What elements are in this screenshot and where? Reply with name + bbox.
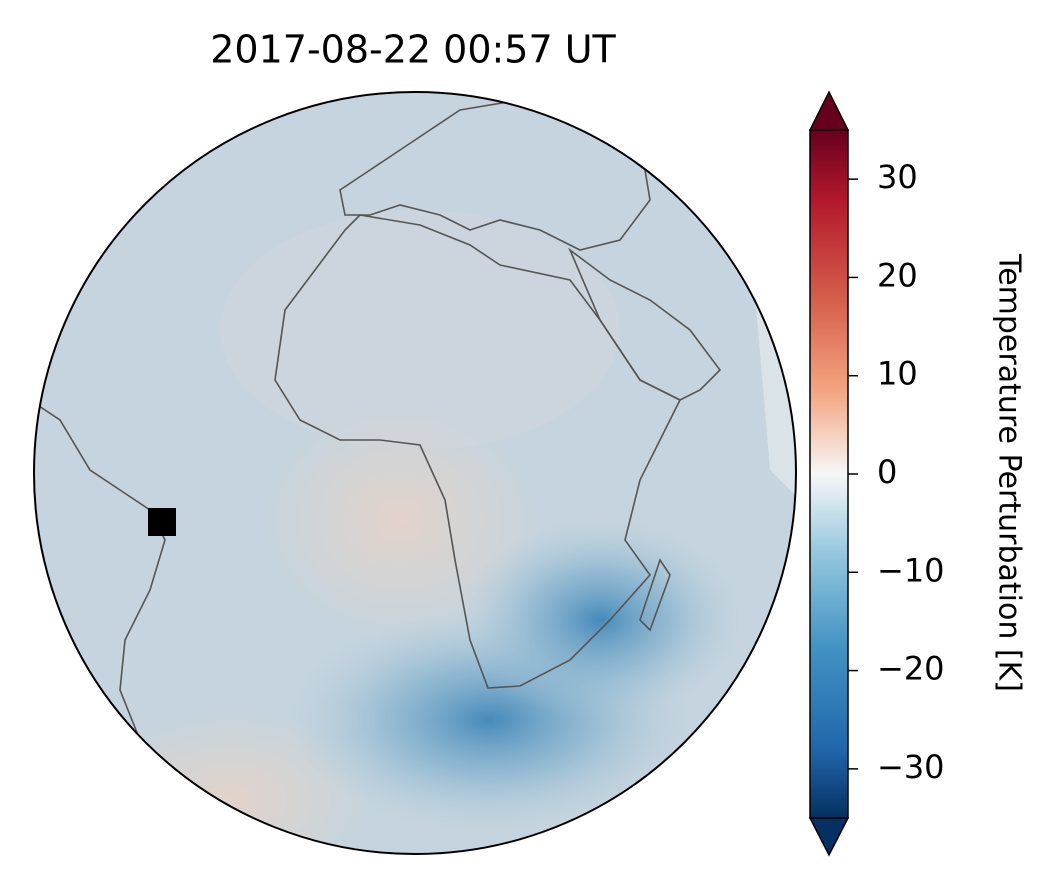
globe <box>34 92 796 854</box>
colorbar-tick-label: 0 <box>877 453 897 491</box>
site-marker <box>148 508 176 536</box>
colorbar-extend-max <box>808 90 850 131</box>
colorbar-tick-label: −30 <box>877 748 945 786</box>
colorbar-body <box>809 129 849 819</box>
colorbar-tick-label: −20 <box>877 650 945 688</box>
colorbar-tick-label: −10 <box>877 551 945 589</box>
colorbar-extend-min <box>808 817 850 857</box>
map-title: 2017-08-22 00:57 UT <box>210 28 616 72</box>
colorbar-tick-label: 10 <box>877 355 918 393</box>
colorbar-tick-label: 30 <box>877 158 918 196</box>
globe-outline <box>33 91 797 855</box>
colorbar-label: Temperature Perturbation [K] <box>992 253 1027 692</box>
colorbar <box>808 90 850 857</box>
colorbar-tick-label: 20 <box>877 256 918 294</box>
